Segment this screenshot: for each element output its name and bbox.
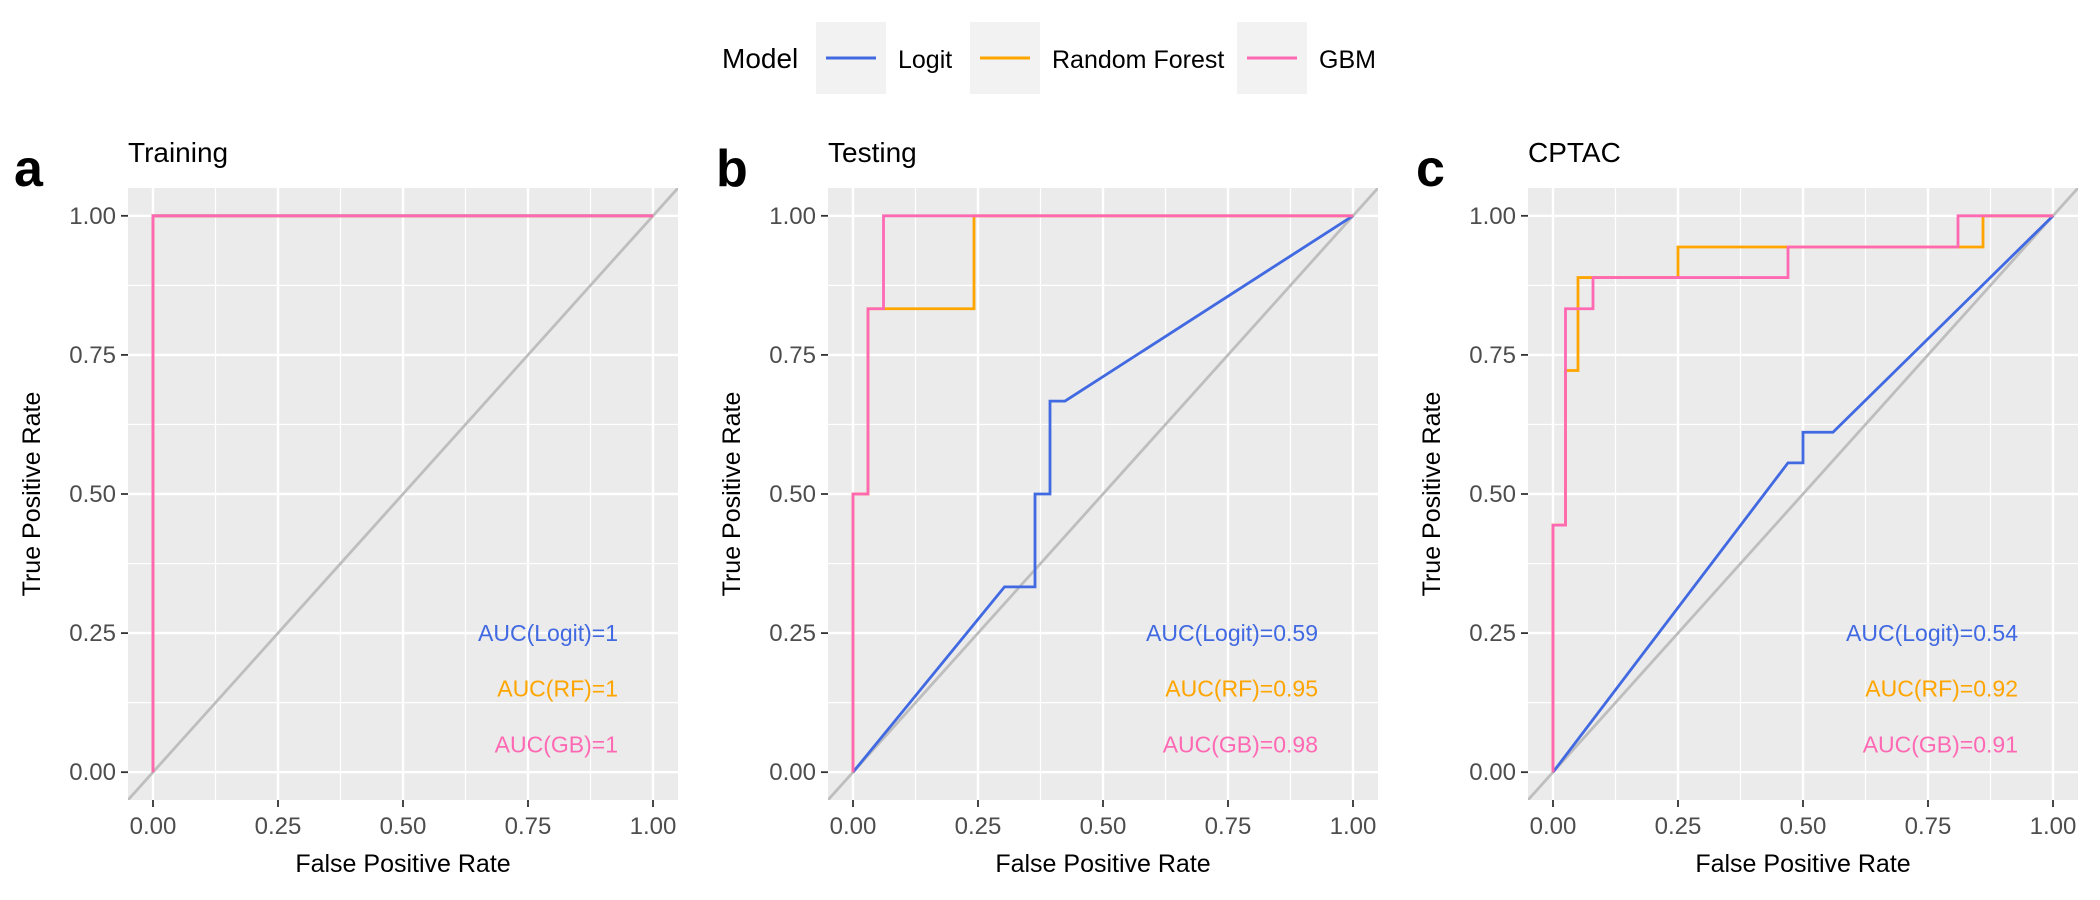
y-axis-title: True Positive Rate xyxy=(718,392,746,597)
x-tick-label-1: 0.25 xyxy=(1655,813,1702,840)
y-tick-label-4: 1.00 xyxy=(1469,203,1516,230)
diagonal-reference-line xyxy=(128,188,678,800)
panel-title: Testing xyxy=(828,137,917,168)
y-tick-label-2: 0.50 xyxy=(69,481,116,508)
y-tick-label-2: 0.50 xyxy=(769,481,816,508)
y-tick-label-2: 0.50 xyxy=(1469,481,1516,508)
auc-annotation-2: AUC(GB)=0.98 xyxy=(1163,731,1318,757)
x-tick-label-4: 1.00 xyxy=(1330,813,1377,840)
x-tick-label-4: 1.00 xyxy=(630,813,677,840)
y-tick-label-3: 0.75 xyxy=(769,342,816,369)
auc-annotation-1: AUC(RF)=1 xyxy=(497,676,618,702)
y-tick-label-1: 0.25 xyxy=(69,620,116,647)
y-tick-label-0: 0.00 xyxy=(769,759,816,786)
x-axis-title: False Positive Rate xyxy=(1695,850,1910,878)
auc-annotation-0: AUC(Logit)=0.54 xyxy=(1846,620,2018,646)
auc-annotation-2: AUC(GB)=1 xyxy=(495,731,618,757)
legend-label-2: GBM xyxy=(1319,46,1376,74)
auc-annotation-0: AUC(Logit)=0.59 xyxy=(1146,620,1318,646)
roc-line-gbm xyxy=(851,214,1353,773)
roc-line-logit xyxy=(1551,214,2054,774)
panel-title: Training xyxy=(128,137,228,168)
roc-line-logit xyxy=(851,214,1354,774)
legend-label-1: Random Forest xyxy=(1052,46,1224,74)
legend-items: Logit Random Forest GBM xyxy=(816,22,1376,94)
y-tick-label-4: 1.00 xyxy=(69,203,116,230)
x-tick-label-3: 0.75 xyxy=(505,813,552,840)
y-tick-label-1: 0.25 xyxy=(769,620,816,647)
auc-annotation-1: AUC(RF)=0.95 xyxy=(1165,676,1318,702)
diagonal-reference-line xyxy=(828,188,1378,800)
y-axis-title: True Positive Rate xyxy=(1418,392,1446,597)
y-tick-label-4: 1.00 xyxy=(769,203,816,230)
y-tick-label-1: 0.25 xyxy=(1469,620,1516,647)
panel-letter: b xyxy=(716,140,748,198)
x-tick-label-3: 0.75 xyxy=(1205,813,1252,840)
panel-letter: a xyxy=(14,140,44,198)
panel-c: 0.00 0.00 0.25 0.25 0.50 0.50 0.75 0.75 1.00 1.00… xyxy=(1416,137,2078,878)
y-tick-label-0: 0.00 xyxy=(1469,759,1516,786)
panel-b: 0.00 0.00 0.25 0.25 0.50 0.50 0.75 0.75 1.00 1.00… xyxy=(716,137,1378,878)
auc-annotation-1: AUC(RF)=0.92 xyxy=(1865,676,2018,702)
auc-annotation-2: AUC(GB)=0.91 xyxy=(1863,731,2018,757)
x-tick-label-2: 0.50 xyxy=(1080,813,1127,840)
auc-annotation-0: AUC(Logit)=1 xyxy=(478,620,618,646)
y-tick-label-3: 0.75 xyxy=(69,342,116,369)
panels: 0.00 0.00 0.25 0.25 0.50 0.50 0.75 0.75 1.00 1.00… xyxy=(14,137,2078,878)
roc-line-gbm xyxy=(1551,214,2053,773)
y-tick-label-0: 0.00 xyxy=(69,759,116,786)
roc-line-gbm xyxy=(151,214,653,773)
x-tick-label-0: 0.00 xyxy=(830,813,877,840)
x-axis-title: False Positive Rate xyxy=(995,850,1210,878)
x-tick-label-0: 0.00 xyxy=(130,813,177,840)
panel-title: CPTAC xyxy=(1528,137,1621,168)
y-axis-title: True Positive Rate xyxy=(18,392,46,597)
x-tick-label-2: 0.50 xyxy=(380,813,427,840)
x-tick-label-0: 0.00 xyxy=(1530,813,1577,840)
x-tick-label-1: 0.25 xyxy=(955,813,1002,840)
x-tick-label-1: 0.25 xyxy=(255,813,302,840)
legend: Model Logit Random Forest GBM xyxy=(722,22,1376,94)
x-tick-label-3: 0.75 xyxy=(1905,813,1952,840)
y-tick-label-3: 0.75 xyxy=(1469,342,1516,369)
panel-letter: c xyxy=(1416,140,1445,198)
x-tick-label-2: 0.50 xyxy=(1780,813,1827,840)
legend-label-0: Logit xyxy=(898,46,952,74)
x-axis-title: False Positive Rate xyxy=(295,850,510,878)
legend-title: Model xyxy=(722,43,798,74)
diagonal-reference-line xyxy=(1528,188,2078,800)
panel-a: 0.00 0.00 0.25 0.25 0.50 0.50 0.75 0.75 1.00 1.00… xyxy=(14,137,678,878)
x-tick-label-4: 1.00 xyxy=(2030,813,2077,840)
